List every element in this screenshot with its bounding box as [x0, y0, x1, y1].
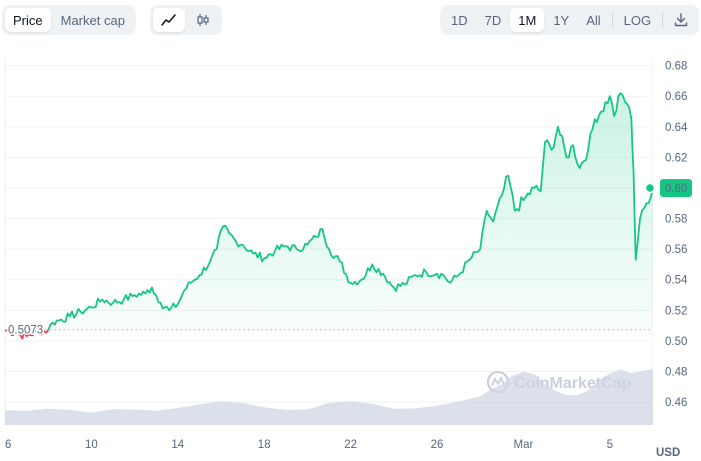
range-1y[interactable]: 1Y — [553, 12, 570, 28]
candlestick-icon[interactable] — [187, 8, 219, 32]
x-tick-label: 5 — [607, 439, 613, 451]
range-1d[interactable]: 1D — [451, 12, 468, 28]
y-tick-label: 0.66 — [665, 91, 687, 103]
tab-market-cap[interactable]: Market cap — [60, 12, 125, 28]
y-tick-label: 0.58 — [665, 214, 687, 226]
download-button[interactable] — [666, 8, 696, 32]
price-area-fill — [48, 93, 653, 330]
y-tick-label: 0.48 — [665, 366, 687, 378]
price-line — [5, 92, 654, 330]
range-separator — [611, 12, 613, 28]
x-tick-label: 10 — [85, 439, 98, 451]
y-tick-label: 0.54 — [665, 275, 688, 287]
volume-area — [5, 369, 653, 425]
line-chart-icon[interactable] — [153, 8, 185, 32]
y-tick-label: 0.56 — [665, 244, 687, 256]
baseline-label: 0.5073 — [8, 325, 43, 337]
x-tick-label: 26 — [431, 439, 444, 451]
chart-type-tabs — [150, 5, 222, 35]
x-tick-label: 6 — [5, 439, 11, 451]
range-1m[interactable]: 1M — [510, 8, 545, 32]
x-tick-label: 22 — [344, 439, 357, 451]
currency-label: USD — [656, 447, 680, 459]
range-tabs: 1D 7D 1M 1Y All LOG — [440, 5, 700, 35]
current-price-badge — [660, 178, 692, 197]
download-icon — [674, 13, 688, 27]
current-price-label: 0.60 — [665, 183, 687, 195]
range-7d[interactable]: 7D — [484, 12, 502, 28]
y-tick-label: 0.64 — [665, 122, 688, 134]
range-all[interactable]: All — [586, 12, 601, 28]
tab-price[interactable]: Price — [5, 8, 51, 32]
y-tick-label: 0.46 — [665, 397, 687, 409]
x-tick-label: 18 — [258, 439, 271, 451]
x-tick-label: Mar — [513, 439, 533, 451]
y-tick-label: 0.62 — [665, 152, 687, 164]
current-price-dot — [644, 182, 656, 194]
y-tick-label: 0.52 — [665, 305, 687, 317]
range-separator — [662, 12, 664, 28]
y-tick-label: 0.68 — [665, 61, 687, 73]
metric-tabs: Price Market cap — [2, 5, 136, 35]
log-scale-button[interactable]: LOG — [623, 12, 652, 28]
x-tick-label: 14 — [171, 439, 184, 451]
y-tick-label: 0.50 — [665, 336, 687, 348]
